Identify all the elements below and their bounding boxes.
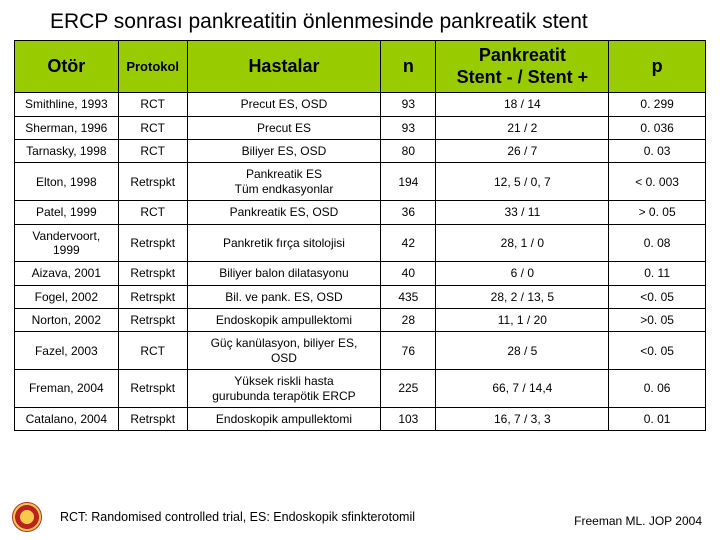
table-body: Smithline, 1993RCTPrecut ES, OSD9318 / 1…: [15, 93, 706, 431]
cell-n: 42: [381, 224, 436, 262]
cell-otor: Fazel, 2003: [15, 332, 119, 370]
footer: RCT: Randomised controlled trial, ES: En…: [0, 500, 720, 534]
table-row: Catalano, 2004RetrspktEndoskopik ampulle…: [15, 408, 706, 431]
slide-title: ERCP sonrası pankreatitin önlenmesinde p…: [50, 10, 720, 34]
cell-pank: 11, 1 / 20: [436, 309, 609, 332]
cell-otor: Patel, 1999: [15, 201, 119, 224]
table-row: Freman, 2004RetrspktYüksek riskli hastag…: [15, 370, 706, 408]
cell-hasta: Biliyer balon dilatasyonu: [187, 262, 380, 285]
cell-hasta: Güç kanülasyon, biliyer ES,OSD: [187, 332, 380, 370]
cell-n: 36: [381, 201, 436, 224]
cell-proto: RCT: [118, 93, 187, 116]
col-header-p: p: [609, 41, 706, 93]
cell-p: < 0. 003: [609, 163, 706, 201]
cell-hasta: Yüksek riskli hastagurubunda terapötik E…: [187, 370, 380, 408]
cell-otor: Catalano, 2004: [15, 408, 119, 431]
cell-pank: 28, 2 / 13, 5: [436, 285, 609, 308]
cell-hasta: Endoskopik ampullektomi: [187, 408, 380, 431]
cell-p: 0. 11: [609, 262, 706, 285]
table-row: Smithline, 1993RCTPrecut ES, OSD9318 / 1…: [15, 93, 706, 116]
cell-pank: 16, 7 / 3, 3: [436, 408, 609, 431]
cell-proto: RCT: [118, 332, 187, 370]
cell-n: 194: [381, 163, 436, 201]
cell-n: 93: [381, 93, 436, 116]
cell-n: 435: [381, 285, 436, 308]
cell-p: >0. 05: [609, 309, 706, 332]
col-header-otor: Otör: [15, 41, 119, 93]
cell-proto: Retrspkt: [118, 285, 187, 308]
cell-hasta: Pankreatik ESTüm endkasyonlar: [187, 163, 380, 201]
cell-p: <0. 05: [609, 285, 706, 308]
cell-otor: Freman, 2004: [15, 370, 119, 408]
cell-pank: 18 / 14: [436, 93, 609, 116]
table-row: Elton, 1998RetrspktPankreatik ESTüm endk…: [15, 163, 706, 201]
cell-hasta: Pankretik fırça sitolojisi: [187, 224, 380, 262]
data-table: Otör Protokol Hastalar n PankreatitStent…: [14, 40, 706, 431]
footer-citation: Freeman ML. JOP 2004: [574, 514, 702, 528]
cell-p: > 0. 05: [609, 201, 706, 224]
cell-proto: Retrspkt: [118, 370, 187, 408]
col-header-hastalar: Hastalar: [187, 41, 380, 93]
cell-proto: RCT: [118, 139, 187, 162]
cell-pank: 6 / 0: [436, 262, 609, 285]
cell-hasta: Bil. ve pank. ES, OSD: [187, 285, 380, 308]
cell-pank: 12, 5 / 0, 7: [436, 163, 609, 201]
cell-otor: Tarnasky, 1998: [15, 139, 119, 162]
cell-p: <0. 05: [609, 332, 706, 370]
cell-pank: 33 / 11: [436, 201, 609, 224]
table-row: Fogel, 2002RetrspktBil. ve pank. ES, OSD…: [15, 285, 706, 308]
table-row: Vandervoort, 1999RetrspktPankretik fırça…: [15, 224, 706, 262]
table-row: Tarnasky, 1998RCTBiliyer ES, OSD8026 / 7…: [15, 139, 706, 162]
cell-proto: Retrspkt: [118, 224, 187, 262]
cell-otor: Aizava, 2001: [15, 262, 119, 285]
cell-p: 0. 299: [609, 93, 706, 116]
cell-n: 225: [381, 370, 436, 408]
cell-otor: Norton, 2002: [15, 309, 119, 332]
table-row: Fazel, 2003RCTGüç kanülasyon, biliyer ES…: [15, 332, 706, 370]
cell-otor: Fogel, 2002: [15, 285, 119, 308]
cell-hasta: Precut ES: [187, 116, 380, 139]
cell-proto: Retrspkt: [118, 163, 187, 201]
cell-proto: RCT: [118, 116, 187, 139]
cell-hasta: Biliyer ES, OSD: [187, 139, 380, 162]
cell-p: 0. 08: [609, 224, 706, 262]
footer-legend: RCT: Randomised controlled trial, ES: En…: [60, 510, 415, 524]
table-row: Patel, 1999RCTPankreatik ES, OSD3633 / 1…: [15, 201, 706, 224]
cell-n: 93: [381, 116, 436, 139]
cell-n: 28: [381, 309, 436, 332]
cell-hasta: Precut ES, OSD: [187, 93, 380, 116]
cell-n: 80: [381, 139, 436, 162]
cell-proto: RCT: [118, 201, 187, 224]
cell-p: 0. 03: [609, 139, 706, 162]
cell-p: 0. 06: [609, 370, 706, 408]
cell-n: 40: [381, 262, 436, 285]
col-header-protokol: Protokol: [118, 41, 187, 93]
cell-proto: Retrspkt: [118, 408, 187, 431]
cell-hasta: Pankreatik ES, OSD: [187, 201, 380, 224]
table-row: Aizava, 2001RetrspktBiliyer balon dilata…: [15, 262, 706, 285]
cell-proto: Retrspkt: [118, 262, 187, 285]
cell-otor: Sherman, 1996: [15, 116, 119, 139]
cell-n: 76: [381, 332, 436, 370]
cell-pank: 66, 7 / 14,4: [436, 370, 609, 408]
cell-n: 103: [381, 408, 436, 431]
cell-proto: Retrspkt: [118, 309, 187, 332]
cell-pank: 26 / 7: [436, 139, 609, 162]
cell-pank: 21 / 2: [436, 116, 609, 139]
cell-pank: 28 / 5: [436, 332, 609, 370]
cell-pank: 28, 1 / 0: [436, 224, 609, 262]
data-table-container: Otör Protokol Hastalar n PankreatitStent…: [0, 40, 720, 431]
table-row: Sherman, 1996RCTPrecut ES9321 / 20. 036: [15, 116, 706, 139]
logo-icon: [12, 502, 42, 532]
cell-otor: Elton, 1998: [15, 163, 119, 201]
cell-p: 0. 036: [609, 116, 706, 139]
col-header-pankreatit: PankreatitStent - / Stent +: [436, 41, 609, 93]
cell-hasta: Endoskopik ampullektomi: [187, 309, 380, 332]
table-header-row: Otör Protokol Hastalar n PankreatitStent…: [15, 41, 706, 93]
table-row: Norton, 2002RetrspktEndoskopik ampullekt…: [15, 309, 706, 332]
cell-p: 0. 01: [609, 408, 706, 431]
cell-otor: Vandervoort, 1999: [15, 224, 119, 262]
col-header-n: n: [381, 41, 436, 93]
cell-otor: Smithline, 1993: [15, 93, 119, 116]
